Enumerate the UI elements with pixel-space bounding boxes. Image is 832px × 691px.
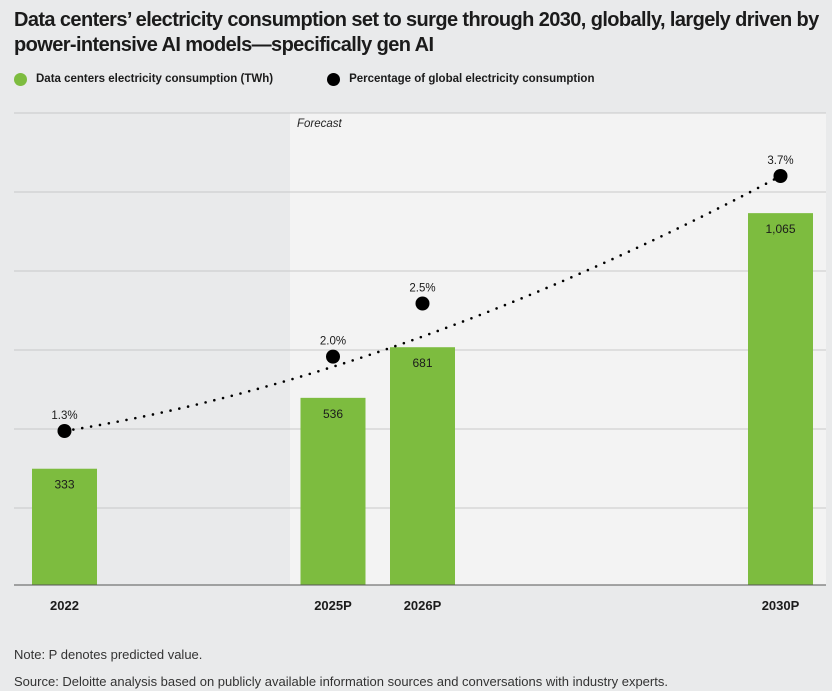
legend-label-bars: Data centers electricity consumption (TW… bbox=[36, 73, 274, 85]
x-tick-label: 2030P bbox=[762, 598, 800, 613]
percent-point-2026P bbox=[415, 296, 430, 311]
chart-title: Data centers’ electricity consumption se… bbox=[14, 9, 819, 56]
forecast-band bbox=[290, 113, 826, 585]
percent-point-2030P bbox=[773, 169, 788, 183]
percent-label: 1.3% bbox=[51, 410, 77, 422]
percent-label: 3.7% bbox=[767, 155, 793, 167]
chart-plot: Forecast 333 536 681 1,065 1.3% 2.0% 2.5% 3.7% 20… bbox=[14, 112, 826, 613]
legend-item-bars: Data centers electricity consumption (TW… bbox=[14, 72, 274, 86]
legend-item-dots: Percentage of global electricity consump… bbox=[327, 72, 595, 86]
x-tick-label: 2026P bbox=[404, 598, 442, 613]
x-tick-label: 2025P bbox=[314, 598, 352, 613]
bar-2022 bbox=[32, 468, 97, 585]
percent-label: 2.5% bbox=[409, 283, 435, 295]
bar-value-label: 1,065 bbox=[765, 222, 795, 236]
forecast-label: Forecast bbox=[297, 118, 343, 130]
chart-legend: Data centers electricity consumption (TW… bbox=[14, 71, 648, 87]
x-tick-label: 2022 bbox=[50, 598, 79, 613]
legend-swatch-black-icon bbox=[327, 72, 341, 86]
legend-label-dots: Percentage of global electricity consump… bbox=[349, 73, 595, 85]
percent-point-2025P bbox=[326, 349, 340, 364]
bar-2025P bbox=[300, 397, 366, 585]
bar-2026P bbox=[390, 347, 455, 585]
percent-label: 2.0% bbox=[320, 336, 346, 348]
legend-swatch-green-icon bbox=[14, 72, 27, 86]
trend-line bbox=[63, 174, 782, 433]
bar-value-label: 536 bbox=[323, 407, 343, 421]
percent-point-2022 bbox=[57, 424, 72, 438]
bar-2030P bbox=[748, 213, 813, 585]
bar-value-label: 681 bbox=[412, 356, 432, 370]
chart-note: Note: P denotes predicted value. bbox=[14, 647, 203, 662]
chart-source: Source: Deloitte analysis based on publi… bbox=[14, 674, 668, 689]
bar-value-label: 333 bbox=[54, 478, 74, 492]
